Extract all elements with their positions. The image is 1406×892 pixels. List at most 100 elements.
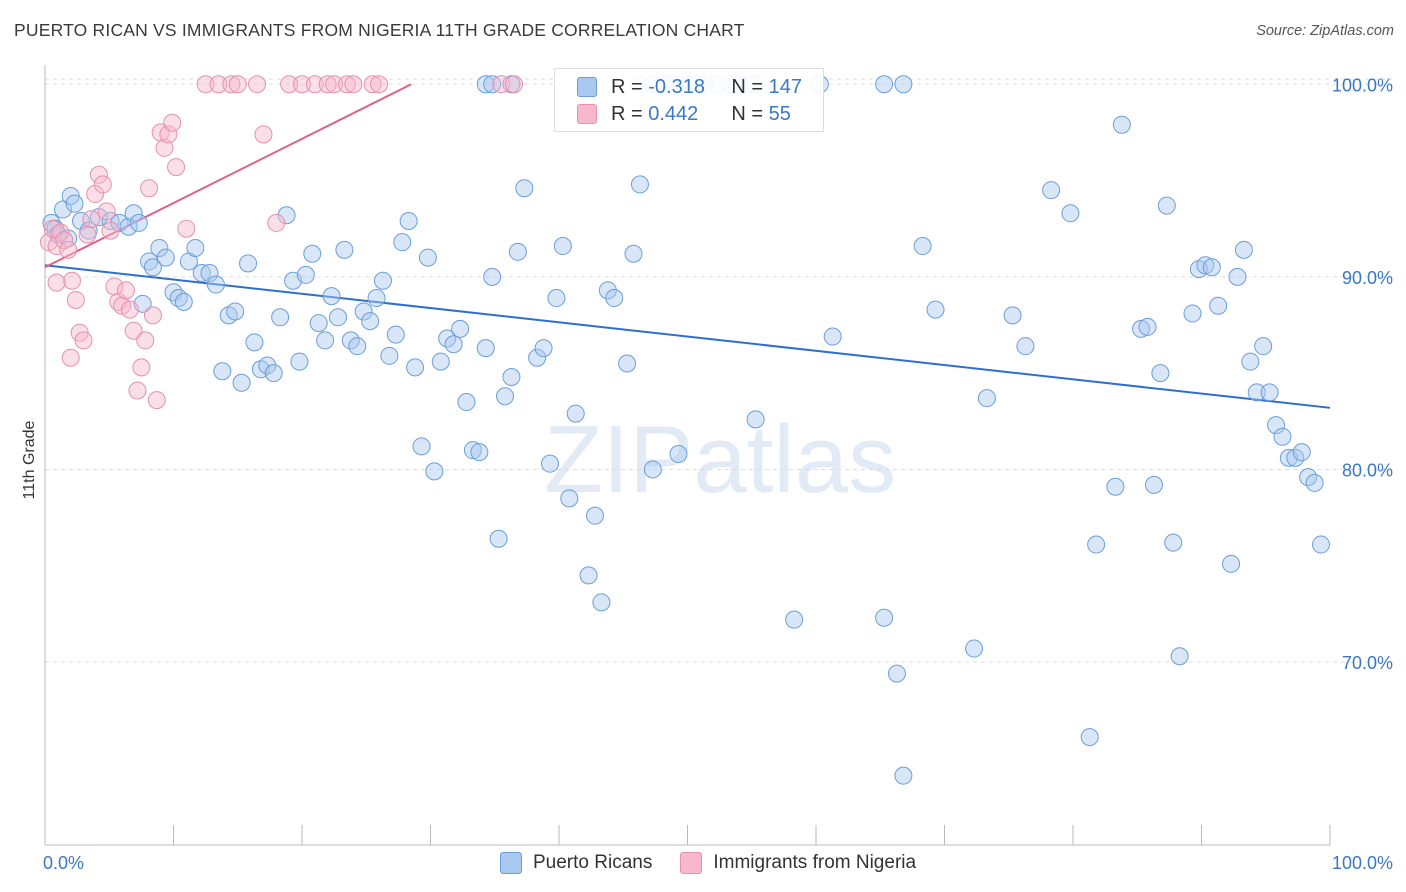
data-point [624, 244, 643, 263]
data-point [101, 212, 120, 230]
data-point [93, 175, 112, 194]
source-label: Source: ZipAtlas.com [1256, 23, 1394, 39]
series-legend: Puerto Ricans Immigrants from Nigeria [500, 852, 944, 874]
data-point [1247, 383, 1266, 402]
data-point [192, 264, 211, 282]
data-point [147, 391, 166, 410]
data-point [1241, 352, 1260, 371]
data-point [361, 312, 380, 331]
y-tick-label: 70.0% [1342, 653, 1393, 673]
data-point [239, 254, 258, 273]
data-point [489, 529, 508, 548]
data-point [887, 664, 906, 683]
data-point [553, 237, 572, 256]
data-point [78, 225, 97, 244]
data-point [483, 267, 502, 286]
data-point [228, 75, 247, 94]
data-point [120, 300, 139, 319]
data-point [823, 327, 842, 346]
data-point [232, 373, 251, 392]
data-point [62, 271, 81, 290]
legend-swatch-blue [577, 77, 597, 97]
data-point [1183, 304, 1202, 323]
data-point [1260, 383, 1279, 402]
data-point [254, 125, 273, 144]
data-point [1087, 535, 1106, 554]
data-point [363, 75, 382, 94]
data-point [318, 75, 337, 94]
data-point [348, 337, 367, 356]
data-point [1234, 240, 1253, 259]
data-point [156, 248, 175, 267]
legend-r-value: 0.442 [648, 102, 699, 125]
data-point [1312, 535, 1331, 554]
data-point [457, 393, 476, 412]
data-point [59, 240, 78, 259]
data-point [875, 75, 894, 94]
data-point [119, 217, 138, 236]
data-point [476, 339, 495, 358]
legend-n-value: 147 [768, 75, 802, 98]
legend-row-nigeria: R = 0.442 N = 55 [577, 101, 791, 127]
data-point [1138, 317, 1157, 336]
data-point [505, 75, 524, 94]
data-point [1267, 416, 1286, 435]
data-point [167, 158, 186, 177]
data-point [399, 212, 418, 230]
data-point [476, 75, 495, 94]
data-point [86, 185, 105, 204]
data-point [309, 314, 328, 333]
data-point [186, 238, 205, 257]
data-point [155, 138, 174, 157]
data-point [630, 175, 649, 194]
data-point [406, 358, 425, 377]
data-point [534, 339, 553, 358]
data-point [926, 300, 945, 319]
tick-labels: 70.0% 80.0% 90.0% 100.0% 0.0% 100.0% [43, 75, 1393, 873]
data-point [66, 290, 85, 309]
data-point [386, 325, 405, 344]
data-point [143, 306, 162, 325]
data-point [1222, 554, 1241, 573]
data-point [875, 608, 894, 627]
data-point [61, 348, 80, 367]
data-point [128, 381, 147, 400]
x-tick-label: 0.0% [43, 853, 84, 873]
data-point [585, 506, 604, 525]
data-point [101, 221, 120, 240]
trend-lines [44, 83, 1331, 409]
data-point [579, 566, 598, 585]
data-point [53, 200, 72, 219]
data-point [463, 441, 482, 460]
data-point [496, 387, 515, 406]
data-point [322, 287, 341, 306]
data-point [444, 335, 463, 354]
data-point [97, 202, 116, 221]
data-point [418, 248, 437, 267]
data-point [566, 404, 585, 423]
legend-r-label: R = [611, 75, 643, 98]
data-point [337, 75, 356, 94]
data-point [116, 281, 135, 300]
data-point [344, 75, 363, 94]
data-point [913, 237, 932, 256]
data-point [367, 289, 386, 308]
data-point [1003, 306, 1022, 325]
data-point [502, 368, 521, 386]
data-point [977, 389, 996, 408]
legend-n-label: N = [731, 102, 764, 125]
data-point [965, 639, 984, 658]
data-point [65, 194, 84, 213]
data-point [508, 242, 527, 261]
data-point [293, 75, 311, 94]
watermark: ZIPatlas [544, 406, 896, 513]
data-point [1254, 337, 1273, 356]
data-point [140, 179, 159, 198]
legend-r-value: -0.318 [648, 75, 705, 98]
data-point [1209, 296, 1228, 315]
data-point [55, 231, 74, 250]
legend-row-puerto-ricans: R = -0.318 N = 147 [577, 74, 802, 100]
data-point [213, 362, 232, 381]
data-point [110, 213, 129, 232]
data-point [669, 445, 688, 464]
